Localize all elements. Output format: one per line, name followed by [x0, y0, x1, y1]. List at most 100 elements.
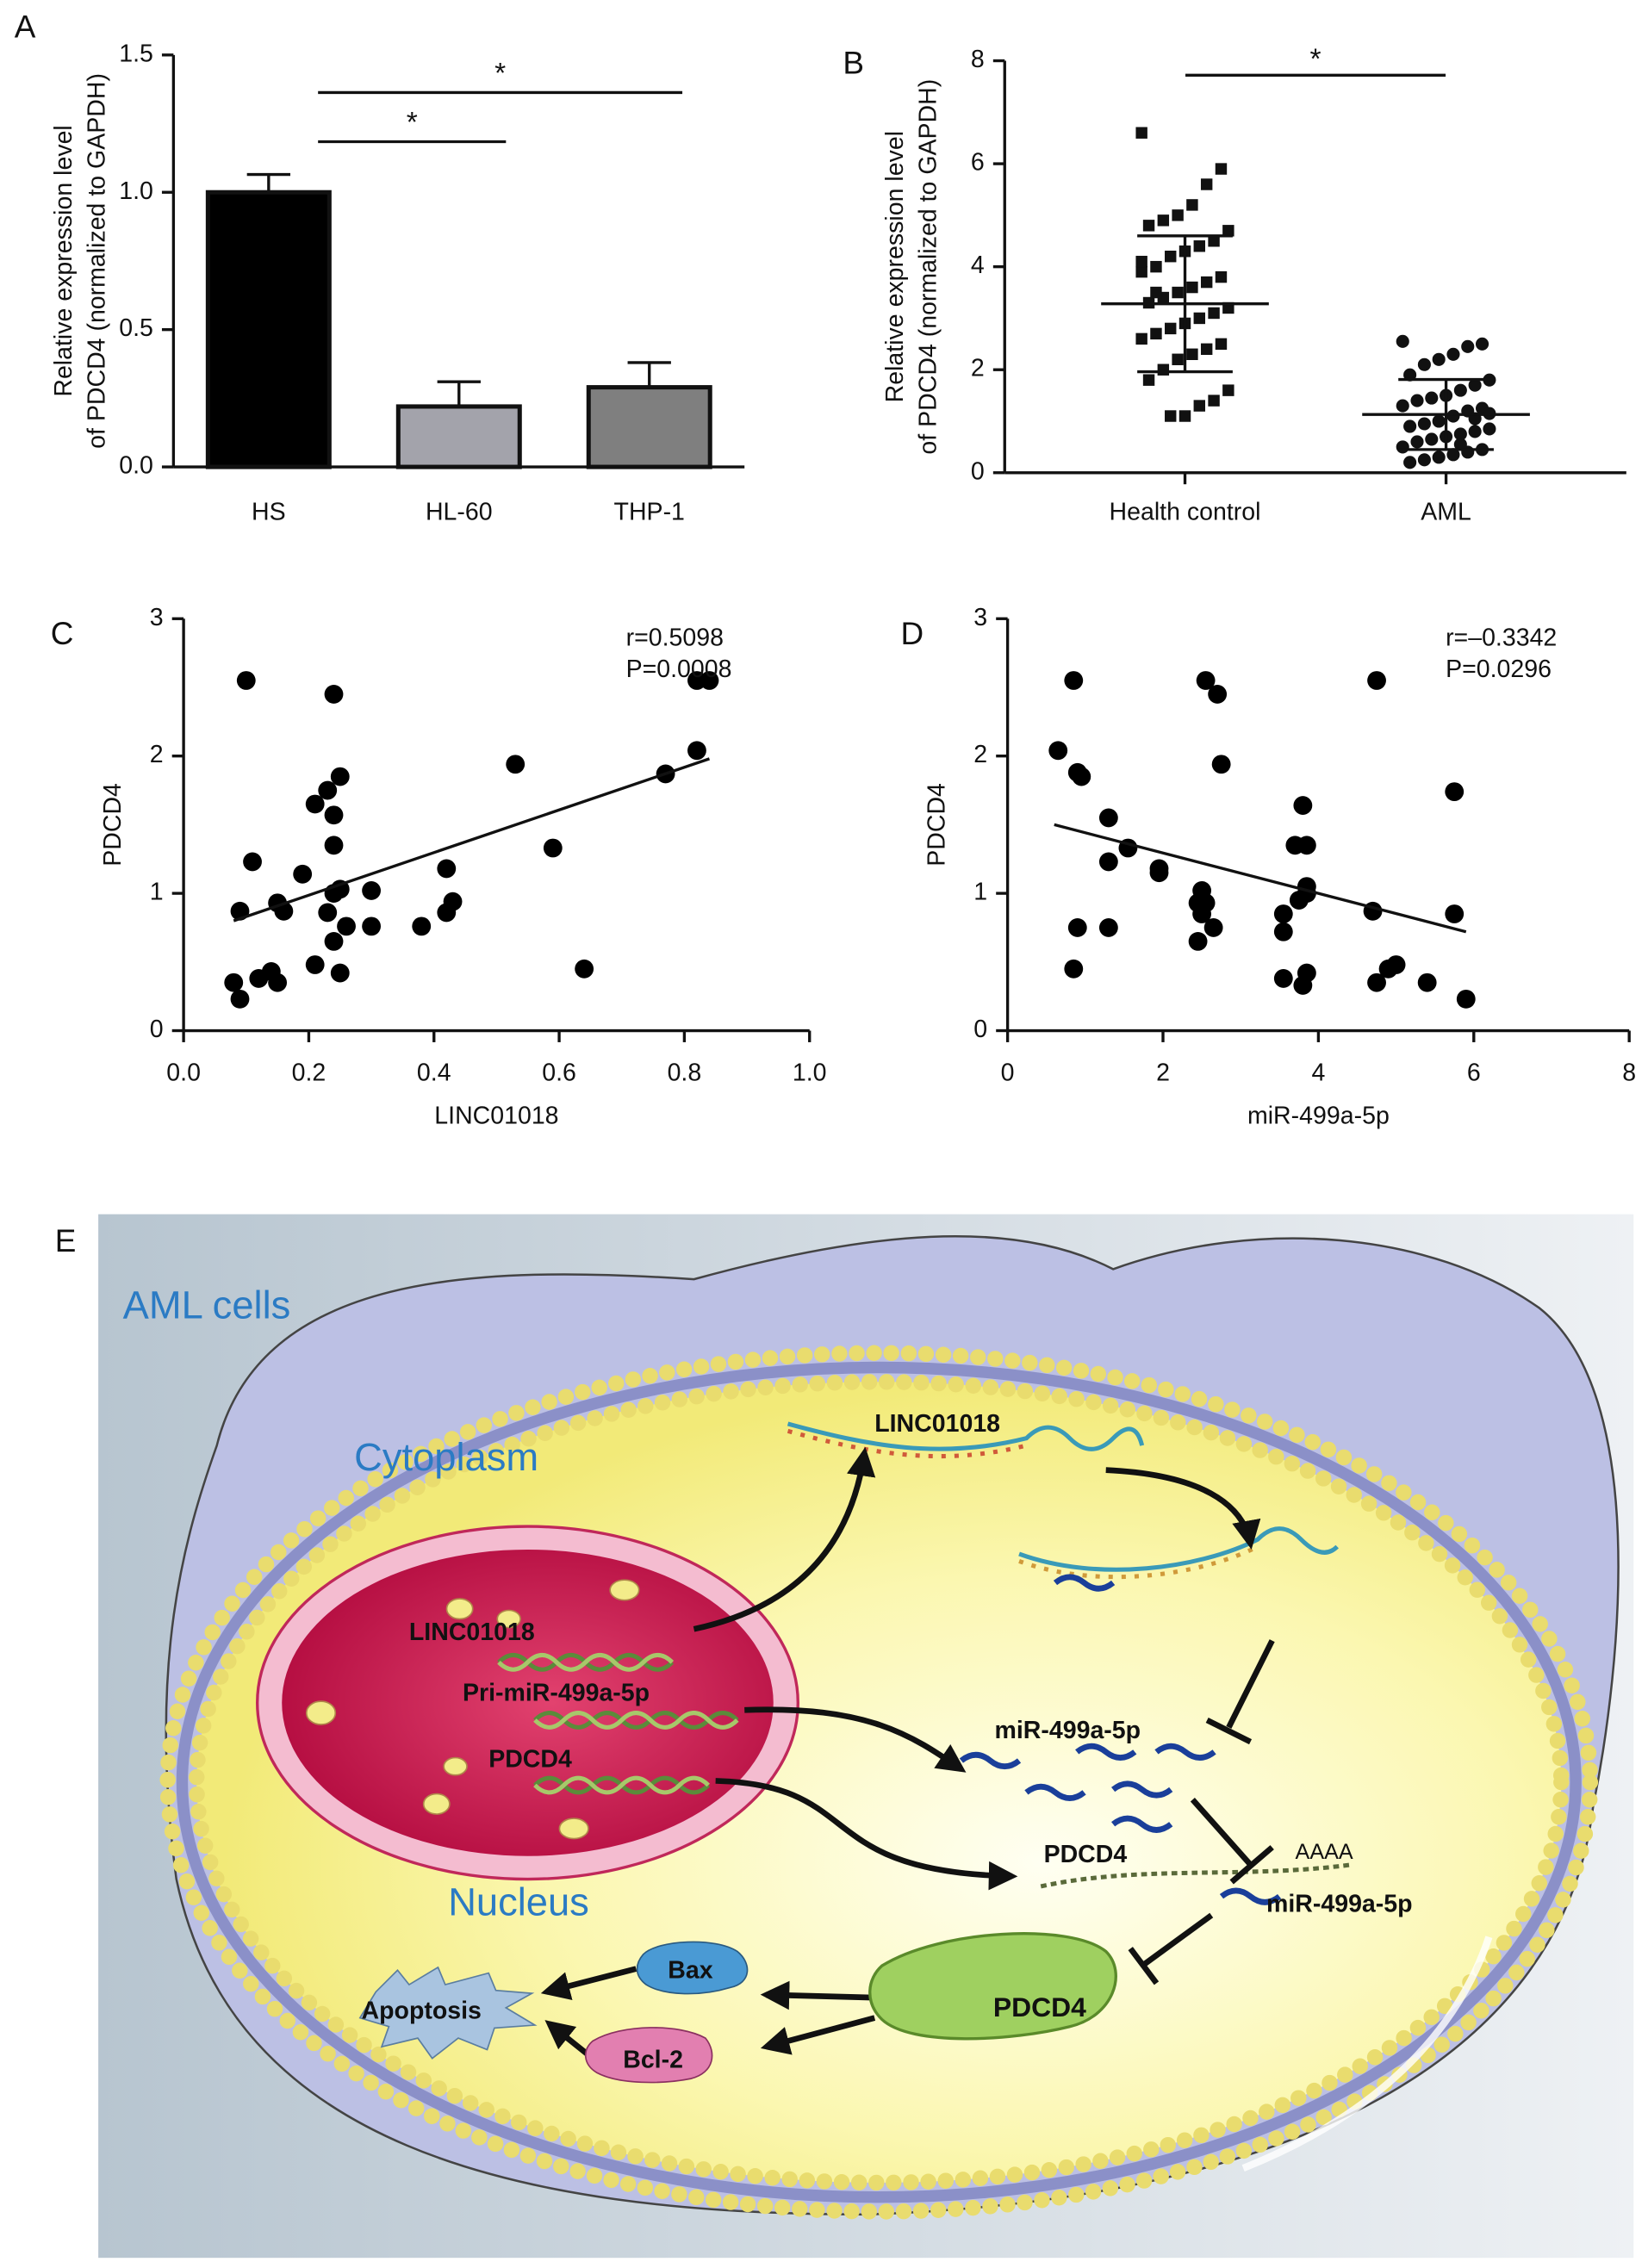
point: [1165, 410, 1177, 422]
cytoplasm-label: Cytoplasm: [354, 1435, 538, 1479]
panel-label: E: [55, 1223, 77, 1258]
point: [506, 755, 525, 774]
point: [1475, 337, 1489, 351]
point: [1192, 904, 1212, 923]
point: [1072, 767, 1091, 786]
point: [1064, 671, 1084, 690]
point: [1386, 955, 1406, 974]
y-axis-label: PDCD4: [99, 783, 127, 867]
point: [1186, 281, 1198, 294]
mrna-label: PDCD4: [1044, 1841, 1128, 1868]
point: [1172, 353, 1184, 365]
point: [1215, 338, 1228, 351]
fit-line: [233, 757, 711, 923]
point: [1067, 918, 1087, 937]
point: [1135, 265, 1147, 278]
bax-label: Bax: [668, 1956, 712, 1984]
bax-shape: [636, 1941, 749, 1995]
polya-label: AAAA: [1296, 1840, 1353, 1864]
point: [687, 741, 706, 761]
point: [1193, 240, 1206, 252]
point: [1461, 339, 1475, 353]
point: [1222, 225, 1234, 237]
point: [1098, 852, 1118, 872]
x-tick-label: 6: [1467, 1059, 1481, 1086]
point: [1135, 332, 1147, 345]
point: [230, 989, 250, 1009]
y-tick-label: 1.0: [119, 177, 153, 205]
y-tick-label: 0.5: [119, 314, 153, 342]
y-axis-label: of PDCD4 (normalized to GAPDH): [915, 79, 942, 455]
apoptosis-star: [358, 1966, 538, 2060]
point: [1142, 220, 1155, 232]
point: [1273, 904, 1293, 923]
y-axis-label: PDCD4: [924, 783, 951, 867]
bcl2-shape: [584, 2027, 713, 2084]
y-tick-label: 3: [973, 604, 987, 631]
point: [1048, 741, 1068, 761]
x-tick-label: HS: [252, 498, 286, 525]
point: [1157, 364, 1170, 376]
point: [1297, 836, 1316, 855]
panel-label: A: [15, 9, 36, 44]
point: [1208, 235, 1220, 247]
gene-label: PDCD4: [488, 1745, 572, 1773]
point: [1289, 891, 1309, 910]
protein-label: PDCD4: [993, 1991, 1086, 2023]
y-tick-label: 6: [971, 149, 985, 177]
point: [1367, 972, 1386, 992]
panel-label: C: [51, 616, 74, 651]
y-tick-label: 2: [971, 355, 985, 382]
point: [1445, 782, 1465, 802]
mirna: [959, 1574, 1282, 1905]
point: [1453, 427, 1467, 441]
point: [293, 864, 313, 884]
y-tick-label: 1: [973, 879, 987, 906]
dna: [497, 1652, 739, 1795]
point: [700, 671, 719, 690]
mirna-bound-label: miR-499a-5p: [1266, 1890, 1413, 1917]
nucleus-label: Nucleus: [448, 1880, 589, 1924]
lncrna-label: LINC01018: [874, 1410, 1000, 1438]
membrane-outer: [159, 1345, 1599, 2220]
panel-label: B: [843, 45, 864, 80]
point: [324, 805, 344, 825]
point: [1135, 127, 1147, 139]
point: [1432, 450, 1446, 464]
y-tick-label: 0: [150, 1016, 164, 1043]
gene-label: LINC01018: [409, 1619, 535, 1646]
point: [1453, 438, 1467, 451]
point: [437, 859, 457, 879]
bar: [586, 385, 712, 469]
point: [1098, 918, 1118, 937]
point: [1172, 209, 1184, 221]
point: [1150, 286, 1162, 299]
x-axis-label: miR-499a-5p: [1247, 1103, 1390, 1130]
y-tick-label: 8: [971, 46, 985, 73]
point: [1410, 394, 1424, 407]
y-axis-label: of PDCD4 (normalized to GAPDH): [84, 73, 111, 449]
point: [1172, 286, 1184, 299]
stat-label: P=0.0296: [1446, 656, 1552, 683]
point: [362, 881, 382, 900]
point: [1446, 448, 1460, 462]
point: [318, 780, 338, 800]
point: [1432, 414, 1446, 428]
point: [330, 963, 350, 983]
point: [1403, 456, 1417, 469]
point: [1196, 671, 1216, 690]
x-tick-label: 4: [1311, 1059, 1325, 1086]
point: [1425, 391, 1439, 405]
point: [1200, 178, 1213, 190]
point: [1208, 685, 1228, 704]
point: [1468, 378, 1482, 392]
x-tick-label: 8: [1622, 1059, 1636, 1086]
point: [412, 917, 432, 936]
point: [1445, 904, 1465, 923]
point: [1396, 334, 1409, 348]
y-tick-label: 3: [150, 604, 164, 631]
significance-label: *: [494, 58, 506, 90]
point: [1150, 260, 1162, 273]
